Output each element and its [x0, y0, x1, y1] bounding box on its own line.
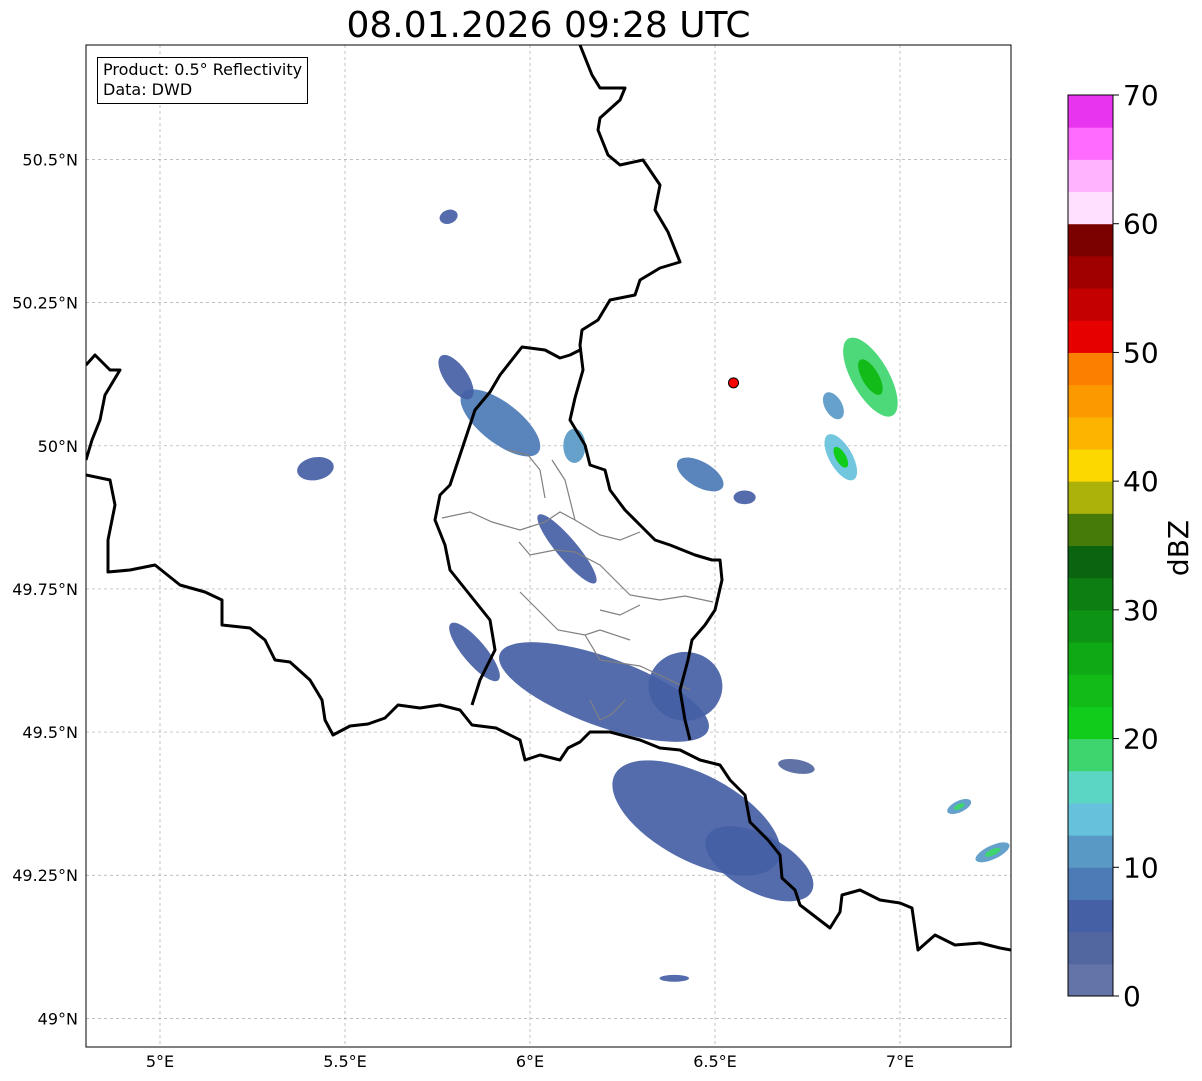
reflectivity-echo-core — [984, 847, 1001, 857]
reflectivity-echo-core — [953, 803, 965, 810]
colorbar: 0 10 20 30 40 50 60 70 — [1067, 79, 1159, 1013]
reflectivity-echo — [563, 428, 586, 463]
reflectivity-echo — [676, 457, 724, 492]
lon-tick-label: 6.5°E — [693, 1052, 737, 1071]
colorbar-tick-label: 10 — [1123, 851, 1159, 884]
lat-tick-label: 50°N — [38, 437, 78, 456]
reflectivity-echo — [438, 354, 474, 400]
lat-tick-label: 49.75°N — [12, 580, 78, 599]
axis-tick-labels: 5°E 5.5°E 6°E 6.5°E 7°E 49°N 49.25°N 49.5°N 49.7… — [12, 151, 914, 1071]
colorbar-segment — [1068, 448, 1113, 482]
colorbar-segment — [1068, 127, 1113, 160]
colorbar-segment — [1068, 481, 1113, 514]
map-title: 08.01.2026 09:28 UTC — [346, 5, 751, 46]
colorbar-tick-label: 40 — [1123, 465, 1159, 498]
colorbar-segment — [1068, 770, 1113, 804]
colorbar-tick-label: 30 — [1123, 594, 1159, 627]
country-border-lux — [433, 345, 581, 706]
colorbar-segment — [1068, 513, 1113, 546]
colorbar-segment — [1068, 159, 1113, 193]
lat-tick-label: 50.25°N — [12, 294, 78, 313]
colorbar-segment — [1068, 577, 1113, 611]
gridlines — [86, 45, 1011, 1047]
lat-tick-label: 49°N — [38, 1009, 78, 1028]
info-box: Product: 0.5° Reflectivity Data: DWD — [97, 57, 309, 104]
reflectivity-echo — [648, 651, 723, 721]
lat-tick-label: 49.5°N — [22, 723, 78, 742]
colorbar-segment — [1068, 320, 1113, 353]
colorbar-segment — [1068, 352, 1113, 386]
lat-tick-label: 49.25°N — [12, 866, 78, 885]
lon-tick-label: 5°E — [146, 1052, 174, 1071]
colorbar-segment — [1068, 963, 1113, 997]
reflectivity-echo — [537, 514, 597, 584]
radar-site-marker — [728, 377, 739, 389]
colorbar-tick-label: 70 — [1123, 79, 1159, 112]
reflectivity-echo — [499, 642, 709, 742]
colorbar-segment — [1068, 191, 1113, 225]
colorbar-segment — [1068, 899, 1113, 933]
country-border-north — [86, 45, 724, 741]
country-border-west — [86, 473, 1011, 952]
borders — [86, 45, 1011, 952]
colorbar-segment — [1068, 288, 1113, 321]
colorbar-segment — [1068, 642, 1113, 675]
product-label: Product: 0.5° Reflectivity — [103, 60, 303, 79]
data-source-label: Data: DWD — [103, 80, 193, 99]
reflectivity-echo — [439, 209, 458, 224]
reflectivity-echo — [297, 456, 334, 481]
colorbar-frame — [1067, 94, 1114, 997]
lon-tick-label: 6°E — [516, 1052, 544, 1071]
reflectivity-echo — [822, 392, 844, 420]
lon-tick-label: 7°E — [886, 1052, 914, 1071]
lon-tick-label: 5.5°E — [323, 1052, 367, 1071]
colorbar-label: dBZ — [1162, 520, 1195, 576]
colorbar-segment — [1068, 867, 1113, 900]
lat-tick-label: 50.5°N — [22, 151, 78, 170]
reflectivity-echo — [460, 389, 541, 457]
colorbar-segment — [1068, 416, 1113, 450]
colorbar-segment — [1068, 255, 1113, 289]
reflectivity-echo-core — [833, 446, 849, 468]
colorbar-segment — [1068, 95, 1113, 128]
colorbar-segment — [1068, 835, 1113, 868]
colorbar-tick-label: 60 — [1123, 208, 1159, 241]
colorbar-segment — [1068, 384, 1113, 418]
map-background — [86, 45, 1011, 1047]
reflectivity-echo — [659, 974, 690, 982]
colorbar-segment — [1068, 223, 1113, 257]
map-frame — [85, 44, 1012, 1048]
colorbar-segment — [1068, 706, 1113, 740]
colorbar-segment — [1068, 931, 1113, 965]
colorbar-segment — [1068, 802, 1113, 836]
reflectivity-echo — [778, 758, 815, 774]
colorbar-tick-label: 0 — [1123, 980, 1141, 1013]
colorbar-tick-label: 50 — [1123, 336, 1159, 369]
colorbar-segment — [1068, 609, 1113, 643]
admin-boundaries — [441, 449, 714, 721]
colorbar-segment — [1068, 738, 1113, 772]
reflectivity-echo-core — [858, 359, 883, 395]
reflectivity-echo — [733, 490, 756, 505]
colorbar-segment — [1068, 545, 1113, 579]
colorbar-segment — [1068, 674, 1113, 707]
reflectivity-echoes — [297, 209, 1010, 982]
colorbar-tick-label: 20 — [1123, 723, 1159, 756]
